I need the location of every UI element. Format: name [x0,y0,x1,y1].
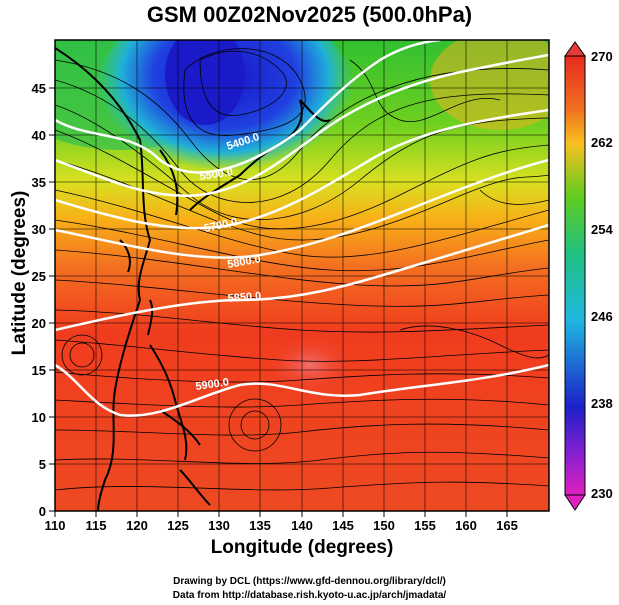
y-tick-30: 30 [32,222,46,237]
colorbar-label-270: 270 [591,49,613,64]
y-tick-45: 45 [32,81,46,96]
contour-label-5900: 5900.0 [195,376,230,393]
x-tick-165: 165 [496,518,518,533]
colorbar-label-246: 246 [591,309,613,324]
y-tick-35: 35 [32,175,46,190]
x-tick-115: 115 [86,518,107,533]
chart-title: GSM 00Z02Nov2025 (500.0hPa) [146,2,473,27]
y-tick-25: 25 [32,269,46,284]
x-tick-145: 145 [332,518,354,533]
colorbar-label-254: 254 [591,222,613,237]
y-tick-20: 20 [32,316,46,331]
credit-dcl: Drawing by DCL (https://www.gfd-dennou.o… [173,576,446,587]
y-tick-40: 40 [32,128,46,143]
height-contours [55,40,549,417]
colorbar: 270 262 254 246 238 230 [564,41,613,511]
x-tick-135: 135 [249,518,271,533]
colorbar-label-262: 262 [591,135,613,150]
colorbar-label-238: 238 [591,396,613,411]
x-tick-130: 130 [208,518,230,533]
colorbar-bottom-cap [564,494,586,511]
contour-label-5850: 5850.0 [227,290,262,305]
x-tick-140: 140 [291,518,313,533]
x-tick-125: 125 [167,518,189,533]
x-tick-labels: 110 115 120 125 130 135 140 145 150 155 … [45,518,518,533]
y-tick-10: 10 [32,410,46,425]
contour-label-5500: 5500.0 [199,166,234,183]
x-tick-120: 120 [126,518,148,533]
colorbar-label-230: 230 [591,486,613,501]
x-axis-title: Longitude (degrees) [210,537,394,558]
credit-data-source: Data from http://database.rish.kyoto-u.a… [172,590,447,601]
x-tick-155: 155 [414,518,436,533]
y-tick-0: 0 [39,504,46,519]
colorbar-gradient [564,55,586,496]
x-tick-110: 110 [45,518,66,533]
contour-label-5800: 5800.0 [226,253,261,271]
x-tick-150: 150 [373,518,395,533]
y-tick-labels: 0 5 10 15 20 25 30 35 40 45 [32,81,46,519]
axis-ticks [49,87,508,517]
x-tick-160: 160 [455,518,477,533]
coastlines [55,47,331,511]
colorbar-top-cap [564,41,586,57]
y-tick-5: 5 [39,457,46,472]
y-tick-15: 15 [32,363,46,378]
